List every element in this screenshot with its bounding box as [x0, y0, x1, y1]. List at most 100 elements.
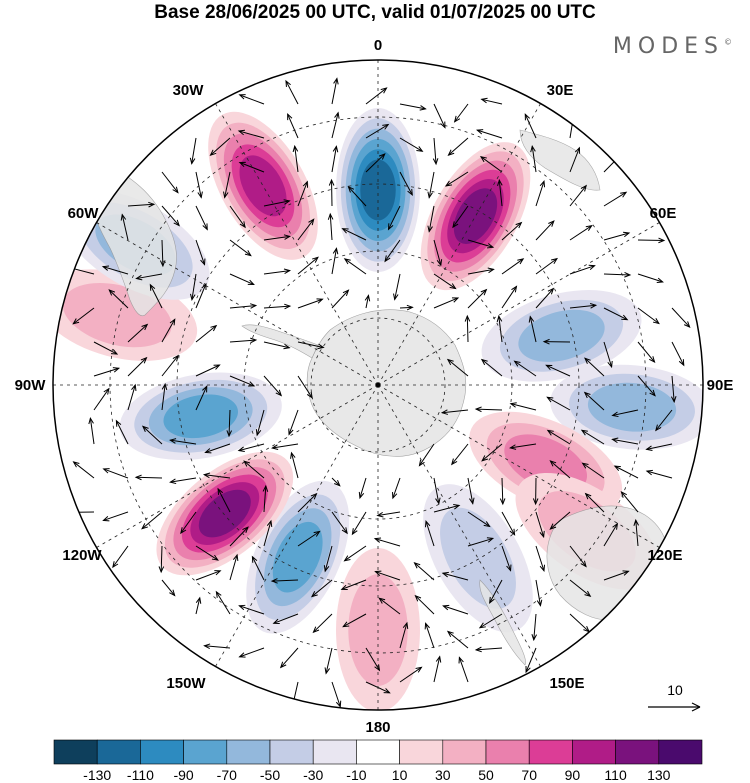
wind-arrow	[93, 367, 121, 377]
wind-arrow	[393, 273, 401, 301]
wind-arrow	[501, 511, 516, 536]
wind-arrow	[580, 429, 605, 445]
wind-arrow	[378, 597, 401, 615]
wind-arrow	[603, 191, 628, 207]
colorbar-swatch	[658, 739, 703, 765]
wind-arrow	[535, 180, 546, 207]
colorbar-tick-label: -50	[260, 767, 280, 783]
wind-arrow	[127, 383, 137, 411]
colorbar-tick-label: -30	[303, 767, 323, 783]
wind-arrow	[202, 472, 231, 479]
antarctica-land	[306, 309, 467, 457]
meridian-line	[215, 103, 379, 386]
wind-arrow	[310, 579, 333, 598]
longitude-label: 150W	[166, 675, 206, 692]
wind-arrow	[413, 561, 435, 581]
wind-arrow	[645, 469, 673, 479]
wind-arrow	[229, 553, 239, 581]
anomaly-centre	[208, 111, 318, 260]
wind-arrow	[467, 239, 495, 249]
wind-arrow	[141, 425, 163, 445]
anomaly-contour-fill	[453, 188, 498, 244]
wind-arrow	[581, 462, 605, 479]
wind-arrow	[297, 530, 321, 547]
wind-arrow	[347, 185, 367, 207]
wind-arrow	[297, 256, 319, 275]
wind-arrow	[479, 155, 503, 173]
colorbar-tick-label: 130	[647, 767, 671, 783]
wind-arrow	[633, 518, 640, 547]
wind-arrow	[384, 239, 401, 263]
wind-arrow	[365, 123, 390, 139]
wind-arrow	[433, 273, 457, 290]
reference-arrow-head	[691, 702, 701, 712]
wind-arrow	[161, 318, 176, 343]
wind-arrow	[189, 137, 197, 165]
wind-arrow	[525, 647, 537, 674]
wind-arrow	[279, 647, 299, 669]
wind-arrow	[331, 145, 339, 173]
wind-arrow	[513, 360, 537, 377]
wind-arrow	[331, 289, 350, 309]
wind-arrow	[120, 213, 129, 241]
wind-arrow	[620, 490, 639, 513]
wind-arrow	[271, 443, 299, 450]
wind-arrow	[535, 287, 555, 309]
wind-arrow	[480, 358, 503, 377]
wind-arrow	[217, 487, 231, 513]
wind-arrow	[603, 522, 619, 547]
wind-arrow	[297, 218, 315, 241]
wind-arrow	[546, 429, 571, 445]
wind-arrow	[535, 545, 546, 572]
colorbar-swatch	[53, 739, 98, 765]
latitude-circle	[310, 317, 446, 453]
wind-arrow	[501, 285, 518, 309]
wind-arrow	[496, 314, 503, 343]
wind-arrow	[442, 604, 469, 615]
wind-arrow	[195, 545, 219, 561]
wind-arrow	[613, 465, 639, 479]
colorbar-tick-label: 10	[392, 767, 408, 783]
wind-arrow	[331, 511, 348, 535]
wind-arrow	[149, 283, 163, 309]
meridian-line	[377, 222, 660, 386]
wind-arrow	[127, 201, 156, 208]
wind-arrow	[331, 681, 342, 708]
wind-arrow	[497, 178, 503, 207]
wind-arrow	[478, 613, 503, 629]
wind-arrow	[195, 385, 208, 411]
wind-arrow	[433, 655, 442, 683]
wind-arrow	[528, 315, 537, 343]
wind-arrow	[72, 307, 95, 325]
antarctic-peninsula	[241, 324, 319, 359]
wind-arrow	[524, 113, 537, 139]
meridian-line	[377, 103, 541, 386]
colorbar-tick-label: 90	[565, 767, 581, 783]
wind-arrow	[387, 205, 401, 231]
wind-arrow	[297, 341, 325, 350]
graticule	[53, 60, 703, 710]
wind-arrow	[287, 112, 299, 139]
wind-arrow	[331, 477, 341, 487]
wind-arrow	[262, 484, 269, 513]
wind-arrow	[101, 265, 129, 275]
wind-arrow	[637, 375, 656, 397]
wind-arrow	[161, 171, 179, 194]
longitude-label: 180	[365, 719, 390, 736]
wind-arrow	[532, 477, 539, 506]
longitude-label: 0	[374, 37, 382, 54]
wind-arrow	[467, 511, 491, 528]
wind-arrow	[195, 364, 221, 377]
wind-arrow	[535, 257, 558, 275]
wind-arrow	[195, 324, 218, 343]
wind-arrow	[399, 137, 424, 152]
wind-arrow	[569, 264, 596, 275]
wind-arrow	[229, 375, 256, 387]
wind-arrow	[237, 129, 265, 139]
wind-arrow	[229, 526, 249, 547]
wind-arrow	[365, 153, 386, 173]
wind-arrow	[501, 545, 512, 572]
wind-arrow	[195, 570, 222, 581]
wind-arrow	[342, 613, 367, 628]
